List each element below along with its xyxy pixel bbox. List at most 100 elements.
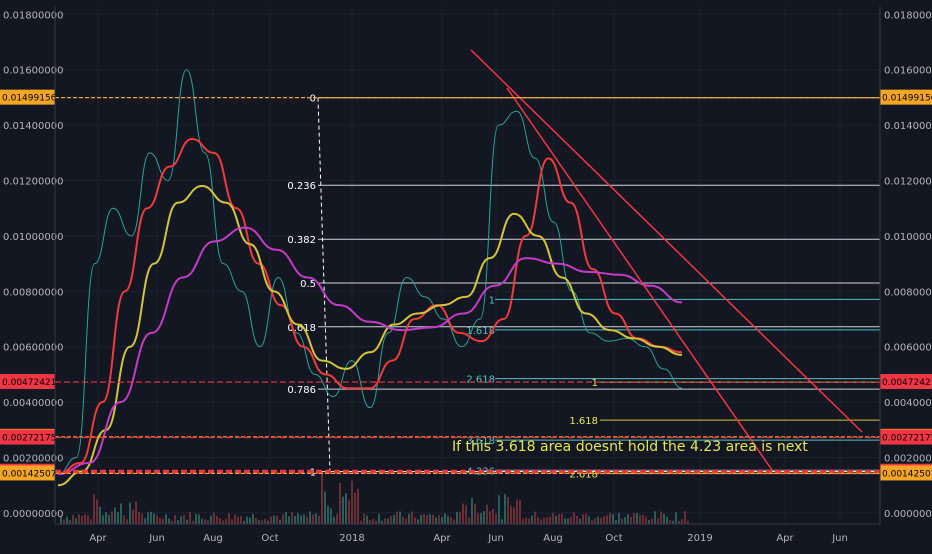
volume-bar — [348, 500, 350, 524]
volume-bar — [543, 517, 545, 524]
y-tick-label-right: 0.01200000 — [884, 177, 932, 188]
fib-yellow-label: 2.618 — [569, 470, 598, 481]
volume-bar — [195, 513, 197, 524]
volume-bar — [444, 513, 446, 524]
volume-bar — [207, 520, 209, 524]
x-tick-label: Apr — [776, 533, 794, 544]
series-line — [57, 137, 683, 476]
price-marker-box-left — [0, 429, 55, 445]
volume-bar — [504, 494, 506, 524]
volume-bar — [609, 513, 611, 524]
volume-bar — [312, 514, 314, 524]
volume-bar — [168, 518, 170, 524]
volume-bar — [678, 520, 680, 524]
volume-bar — [129, 502, 131, 524]
volume-bar — [162, 518, 164, 524]
volume-bar — [603, 516, 605, 524]
volume-bar — [594, 518, 596, 524]
series-lines — [57, 69, 683, 487]
volume-bar — [588, 516, 590, 524]
y-tick-label-left: 0.01600000 — [3, 66, 63, 77]
fib-levels: 0 0.236 0.382 0.5 0.618 0.786 1 1 1.618 2.618 3.61… — [287, 94, 880, 481]
volume-bar — [621, 518, 623, 524]
y-tick-label-right: 0.01800000 — [884, 10, 932, 21]
price-marker-label-right: 0.00472421 — [882, 378, 932, 388]
volume-bar — [528, 518, 530, 524]
volume-bar — [60, 516, 62, 524]
x-tick-label: Jun — [831, 533, 848, 544]
volume-bars — [60, 472, 689, 524]
volume-bar — [468, 517, 470, 524]
volume-bar — [495, 514, 497, 524]
volume-bar — [462, 503, 464, 524]
price-marker-label-left: 0.00272175 — [2, 434, 56, 444]
price-marker-box-right — [880, 374, 932, 390]
trend-line-inner — [506, 87, 773, 471]
volume-bar — [465, 505, 467, 524]
volume-bar — [450, 517, 452, 524]
volume-bar — [87, 515, 89, 524]
volume-bar — [288, 516, 290, 524]
volume-bar — [210, 515, 212, 524]
volume-bar — [648, 520, 650, 524]
volume-bar — [687, 520, 689, 524]
volume-bar — [633, 513, 635, 524]
x-tick-label: Jun — [487, 533, 504, 544]
volume-bar — [492, 508, 494, 524]
volume-bar — [345, 493, 347, 524]
volume-bar — [216, 516, 218, 524]
volume-bar — [399, 511, 401, 524]
fib-yellow-label: 1 — [592, 378, 598, 389]
volume-bar — [537, 517, 539, 524]
volume-bar — [141, 513, 143, 524]
price-marker-box-right — [880, 465, 932, 481]
volume-bar — [156, 515, 158, 524]
volume-bar — [507, 497, 509, 524]
y-tick-label-left: 0.01400000 — [3, 121, 63, 132]
volume-bar — [300, 515, 302, 524]
y-tick-label-right: 0.00600000 — [884, 343, 932, 354]
volume-bar — [486, 504, 488, 524]
fib-level-label: 0.786 — [287, 385, 316, 396]
volume-bar — [441, 517, 443, 524]
volume-bar — [84, 514, 86, 524]
volume-bar — [213, 512, 215, 524]
x-tick-label: Oct — [605, 533, 622, 544]
price-marker-label-left: 0.01499156 — [2, 94, 57, 104]
volume-bar — [201, 518, 203, 524]
volume-bar — [183, 515, 185, 524]
volume-bar — [249, 517, 251, 524]
volume-bar — [174, 515, 176, 524]
y-tick-label-left: 0.00200000 — [3, 454, 63, 465]
volume-bar — [186, 519, 188, 524]
volume-bar — [306, 516, 308, 524]
price-marker-label-left: 0.00142507 — [2, 469, 56, 479]
volume-bar — [273, 515, 275, 524]
volume-bar — [546, 517, 548, 524]
volume-bar — [246, 516, 248, 524]
volume-bar — [204, 519, 206, 524]
volume-bar — [171, 520, 173, 524]
volume-bar — [681, 519, 683, 524]
volume-bar — [390, 516, 392, 524]
volume-bar — [540, 519, 542, 524]
volume-bar — [477, 513, 479, 524]
volume-bar — [459, 511, 461, 524]
volume-bar — [78, 514, 80, 524]
fib-level-label: 0.382 — [287, 235, 316, 246]
volume-bar — [294, 516, 296, 524]
volume-bar — [75, 518, 77, 524]
series-line — [57, 226, 683, 476]
volume-bar — [111, 511, 113, 524]
volume-bar — [192, 520, 194, 524]
axes: 0.01800000 0.01800000 0.01600000 0.01600000… — [3, 6, 932, 544]
volume-bar — [579, 518, 581, 524]
volume-bar — [81, 516, 83, 524]
volume-bar — [309, 511, 311, 524]
volume-bar — [291, 512, 293, 524]
volume-bar — [102, 515, 104, 524]
volume-bar — [270, 516, 272, 524]
volume-bar — [150, 511, 152, 524]
volume-bar — [318, 515, 320, 524]
volume-bar — [354, 492, 356, 524]
